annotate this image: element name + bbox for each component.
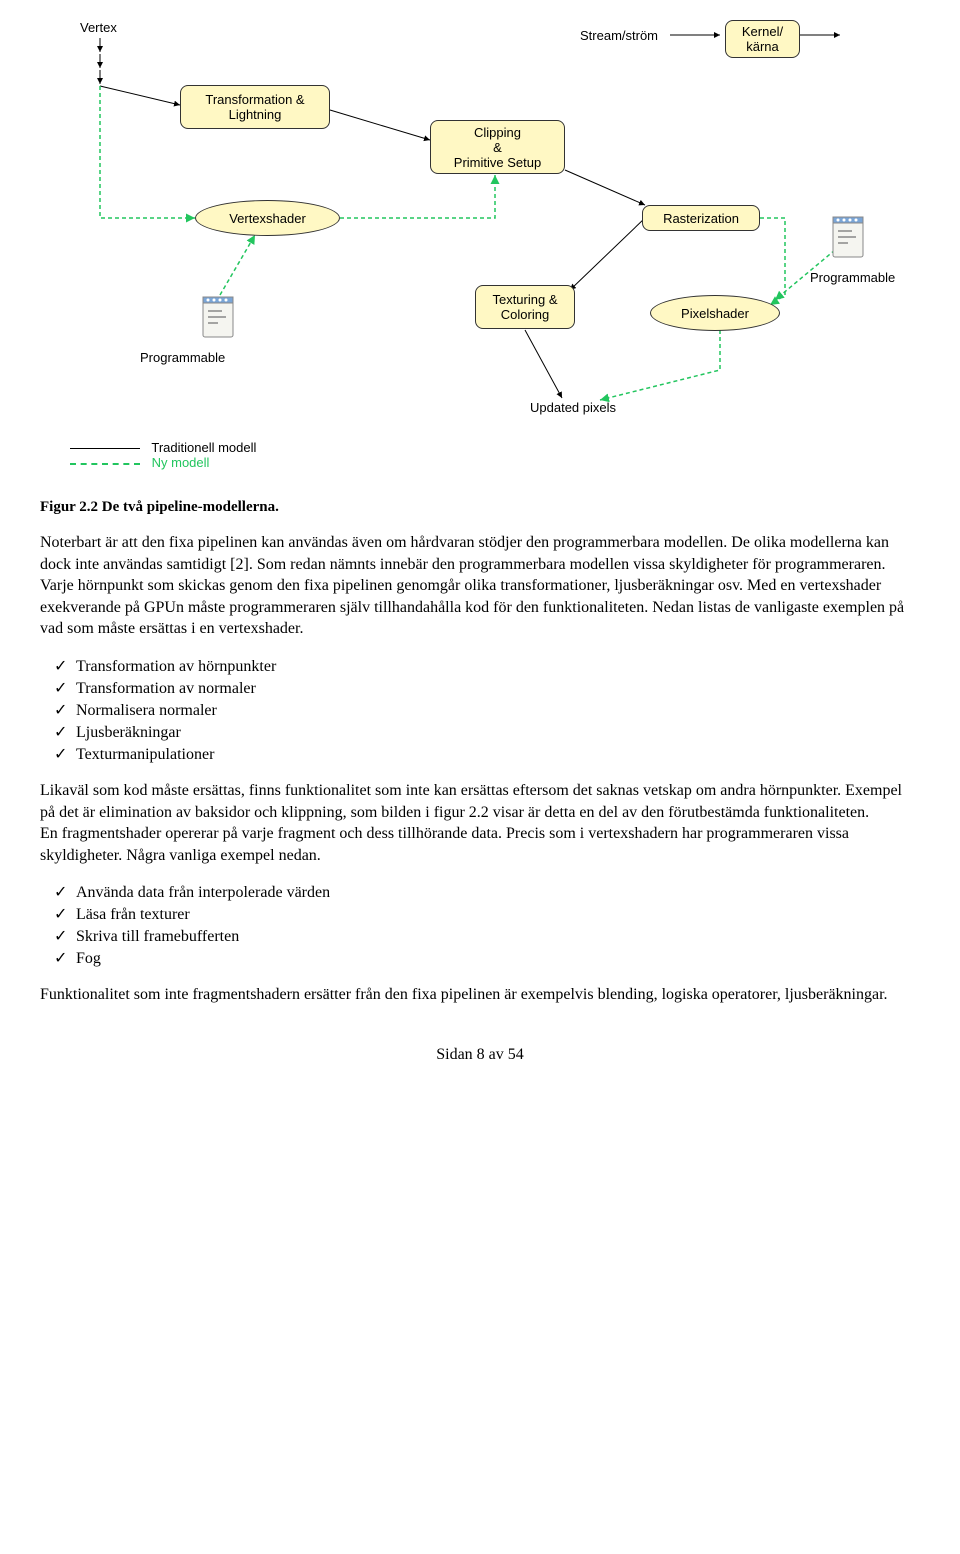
rasterization-node: Rasterization (642, 205, 760, 231)
clipping-node: Clipping & Primitive Setup (430, 120, 565, 174)
vertex-label: Vertex (80, 20, 117, 35)
list-item: Texturmanipulationer (76, 744, 920, 764)
list-item: Transformation av hörnpunkter (76, 656, 920, 676)
clipping-text: Clipping & Primitive Setup (454, 125, 541, 170)
texturing-text: Texturing & Coloring (492, 292, 557, 322)
page-footer: Sidan 8 av 54 (40, 1046, 920, 1064)
pipeline-diagram: Vertex Stream/ström Updated pixels Progr… (40, 20, 920, 495)
list-item: Skriva till framebufferten (76, 926, 920, 946)
pixelshader-text: Pixelshader (681, 306, 749, 321)
updated-pixels-label: Updated pixels (530, 400, 616, 415)
diagram-edges (40, 20, 920, 495)
fragment-replace-list: Använda data från interpolerade värden L… (40, 882, 920, 968)
notepad-icon-1 (200, 295, 236, 339)
legend-traditional-text: Traditionell modell (151, 440, 256, 455)
paragraph-3: Funktionalitet som inte fragmentshadern … (40, 984, 920, 1006)
solid-line-icon (70, 448, 140, 449)
paragraph-1: Noterbart är att den fixa pipelinen kan … (40, 532, 920, 640)
vertexshader-text: Vertexshader (229, 211, 306, 226)
kernel-node: Kernel/ kärna (725, 20, 800, 58)
texturing-node: Texturing & Coloring (475, 285, 575, 329)
vertex-replace-list: Transformation av hörnpunkter Transforma… (40, 656, 920, 764)
list-item: Fog (76, 948, 920, 968)
programmable-label-1: Programmable (140, 350, 225, 365)
list-item: Transformation av normaler (76, 678, 920, 698)
rasterization-text: Rasterization (663, 211, 739, 226)
transformation-text: Transformation & Lightning (205, 92, 304, 122)
notepad-icon-2 (830, 215, 866, 259)
stream-label: Stream/ström (580, 28, 658, 43)
list-item: Använda data från interpolerade värden (76, 882, 920, 902)
figure-caption: Figur 2.2 De två pipeline-modellerna. (40, 499, 920, 516)
legend-new-text: Ny modell (152, 455, 210, 470)
diagram-legend: Traditionell modell Ny modell (70, 440, 256, 470)
pixelshader-node: Pixelshader (650, 295, 780, 331)
kernel-text: Kernel/ kärna (742, 24, 783, 54)
dashed-line-icon (70, 463, 140, 465)
paragraph-2: Likaväl som kod måste ersättas, finns fu… (40, 780, 920, 866)
transformation-node: Transformation & Lightning (180, 85, 330, 129)
list-item: Ljusberäkningar (76, 722, 920, 742)
vertexshader-node: Vertexshader (195, 200, 340, 236)
legend-traditional: Traditionell modell (70, 440, 256, 455)
list-item: Läsa från texturer (76, 904, 920, 924)
list-item: Normalisera normaler (76, 700, 920, 720)
programmable-label-2: Programmable (810, 270, 895, 285)
legend-new: Ny modell (70, 455, 256, 470)
